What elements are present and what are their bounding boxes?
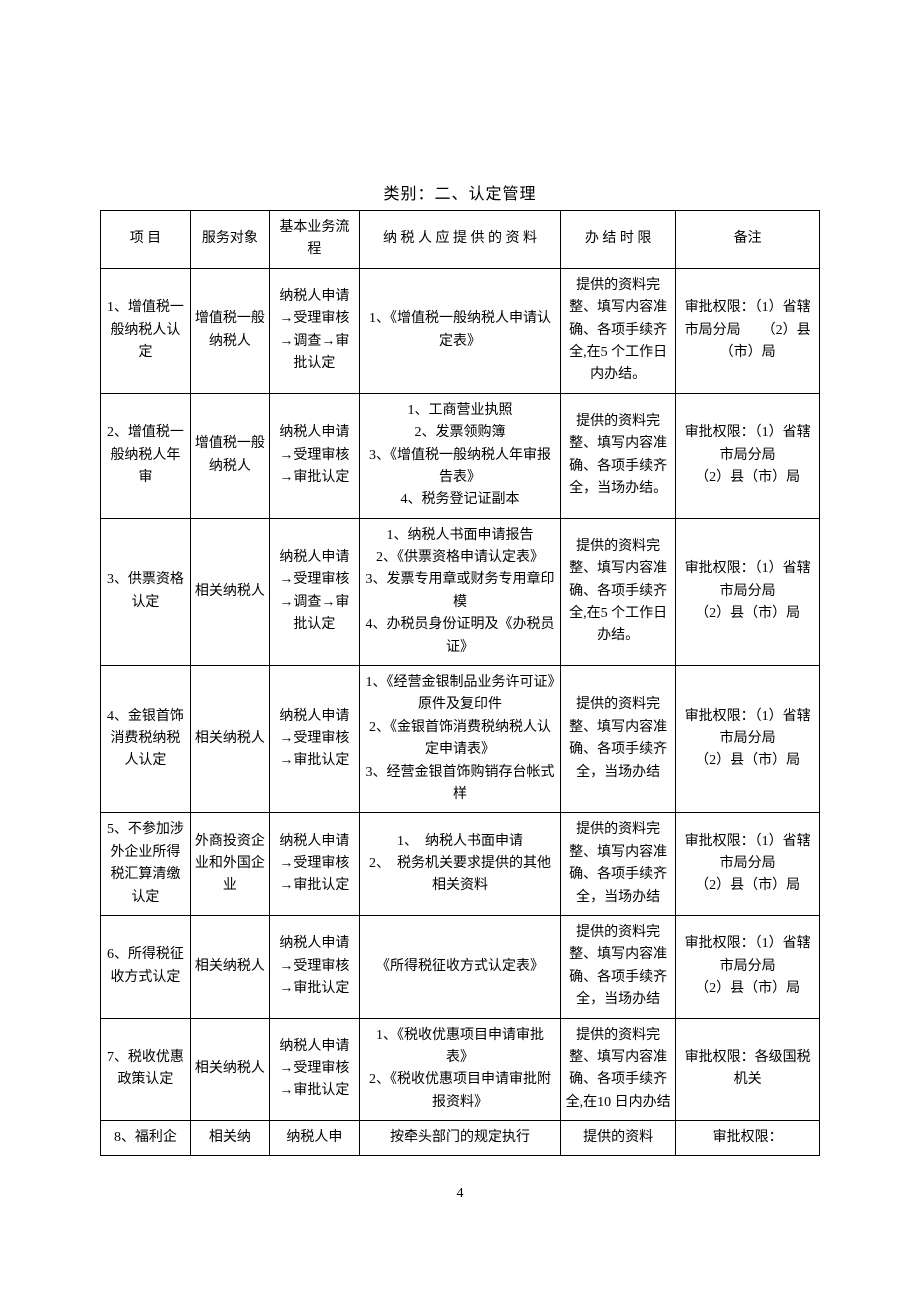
table-cell: 1、增值税一般纳税人认定 <box>101 268 191 393</box>
table-cell: 增值税一般纳税人 <box>190 393 269 518</box>
table-cell: 审批权限：（1）省辖市局分局（2）县（市）局 <box>676 393 820 518</box>
table-cell: 1、 纳税人书面申请2、 税务机关要求提供的其他相关资料 <box>359 813 560 916</box>
table-cell: 1、《税收优惠项目申请审批表》2、《税收优惠项目申请审批附报资料》 <box>359 1018 560 1121</box>
renduing-table: 项 目 服务对象 基本业务流程 纳 税 人 应 提 供 的 资 料 办 结 时 … <box>100 210 820 1156</box>
table-cell: 相关纳 <box>190 1121 269 1156</box>
table-cell: 提供的资料完整、填写内容准确、各项手续齐全,在5 个工作日内办结。 <box>561 268 676 393</box>
table-row: 2、增值税一般纳税人年审增值税一般纳税人纳税人申请→受理审核→审批认定1、工商营… <box>101 393 820 518</box>
header-remark: 备注 <box>676 211 820 269</box>
table-cell: 1、工商营业执照2、发票领购簿3、《增值税一般纳税人年审报告表》4、税务登记证副… <box>359 393 560 518</box>
table-cell: 相关纳税人 <box>190 1018 269 1121</box>
table-cell: 增值税一般纳税人 <box>190 268 269 393</box>
table-cell: 3、供票资格认定 <box>101 518 191 665</box>
table-cell: 纳税人申请→受理审核→审批认定 <box>269 1018 359 1121</box>
table-cell: 5、不参加涉外企业所得税汇算清缴认定 <box>101 813 191 916</box>
table-cell: 审批权限：（1）省辖市局分局（2）县（市）局 <box>676 666 820 813</box>
category-title: 类别：二、认定管理 <box>100 180 820 204</box>
table-cell: 2、增值税一般纳税人年审 <box>101 393 191 518</box>
table-cell: 纳税人申 <box>269 1121 359 1156</box>
header-deadline: 办 结 时 限 <box>561 211 676 269</box>
table-cell: 相关纳税人 <box>190 518 269 665</box>
header-row: 项 目 服务对象 基本业务流程 纳 税 人 应 提 供 的 资 料 办 结 时 … <box>101 211 820 269</box>
table-row: 1、增值税一般纳税人认定增值税一般纳税人纳税人申请→受理审核→调查→审批认定1、… <box>101 268 820 393</box>
table-cell: 按牵头部门的规定执行 <box>359 1121 560 1156</box>
table-cell: 外商投资企业和外国企业 <box>190 813 269 916</box>
table-cell: 相关纳税人 <box>190 915 269 1018</box>
table-row: 6、所得税征收方式认定相关纳税人纳税人申请→受理审核→审批认定《所得税征收方式认… <box>101 915 820 1018</box>
table-cell: 提供的资料完整、填写内容准确、各项手续齐全，当场办结 <box>561 915 676 1018</box>
table-cell: 提供的资料 <box>561 1121 676 1156</box>
table-cell: 4、金银首饰消费税纳税人认定 <box>101 666 191 813</box>
table-cell: 提供的资料完整、填写内容准确、各项手续齐全，当场办结 <box>561 666 676 813</box>
table-cell: 提供的资料完整、填写内容准确、各项手续齐全，当场办结。 <box>561 393 676 518</box>
header-item: 项 目 <box>101 211 191 269</box>
table-row: 3、供票资格认定相关纳税人纳税人申请→受理审核→调查→审批认定1、纳税人书面申请… <box>101 518 820 665</box>
table-cell: 审批权限：各级国税机关 <box>676 1018 820 1121</box>
table-cell: 8、福利企 <box>101 1121 191 1156</box>
table-cell: 纳税人申请→受理审核→调查→审批认定 <box>269 268 359 393</box>
table-cell: 1、纳税人书面申请报告2、《供票资格申请认定表》3、发票专用章或财务专用章印模4… <box>359 518 560 665</box>
header-process: 基本业务流程 <box>269 211 359 269</box>
table-cell: 6、所得税征收方式认定 <box>101 915 191 1018</box>
table-cell: 1、《经营金银制品业务许可证》原件及复印件2、《金银首饰消费税纳税人认定申请表》… <box>359 666 560 813</box>
table-cell: 纳税人申请→受理审核→审批认定 <box>269 393 359 518</box>
table-cell: 提供的资料完整、填写内容准确、各项手续齐全,在5 个工作日办结。 <box>561 518 676 665</box>
table-cell: 纳税人申请→受理审核→审批认定 <box>269 915 359 1018</box>
table-cell: 《所得税征收方式认定表》 <box>359 915 560 1018</box>
table-cell: 审批权限： <box>676 1121 820 1156</box>
table-cell: 纳税人申请→受理审核→审批认定 <box>269 813 359 916</box>
table-cell: 1、《增值税一般纳税人申请认定表》 <box>359 268 560 393</box>
table-cell: 审批权限：（1）省辖市局分局（2）县（市）局 <box>676 518 820 665</box>
page-number: 4 <box>100 1186 820 1202</box>
table-cell: 7、税收优惠政策认定 <box>101 1018 191 1121</box>
table-cell: 提供的资料完整、填写内容准确、各项手续齐全,在10 日内办结 <box>561 1018 676 1121</box>
header-materials: 纳 税 人 应 提 供 的 资 料 <box>359 211 560 269</box>
table-row: 8、福利企相关纳纳税人申按牵头部门的规定执行提供的资料审批权限： <box>101 1121 820 1156</box>
table-cell: 相关纳税人 <box>190 666 269 813</box>
table-cell: 审批权限：（1）省辖市局分局（2）县（市）局 <box>676 915 820 1018</box>
table-cell: 纳税人申请→受理审核→调查→审批认定 <box>269 518 359 665</box>
table-cell: 提供的资料完整、填写内容准确、各项手续齐全，当场办结 <box>561 813 676 916</box>
table-row: 5、不参加涉外企业所得税汇算清缴认定外商投资企业和外国企业纳税人申请→受理审核→… <box>101 813 820 916</box>
table-row: 7、税收优惠政策认定相关纳税人纳税人申请→受理审核→审批认定1、《税收优惠项目申… <box>101 1018 820 1121</box>
table-cell: 纳税人申请→受理审核→审批认定 <box>269 666 359 813</box>
table-cell: 审批权限：（1）省辖市局分局（2）县（市）局 <box>676 813 820 916</box>
header-target: 服务对象 <box>190 211 269 269</box>
table-row: 4、金银首饰消费税纳税人认定相关纳税人纳税人申请→受理审核→审批认定1、《经营金… <box>101 666 820 813</box>
table-cell: 审批权限：（1）省辖市局分局 （2）县（市）局 <box>676 268 820 393</box>
